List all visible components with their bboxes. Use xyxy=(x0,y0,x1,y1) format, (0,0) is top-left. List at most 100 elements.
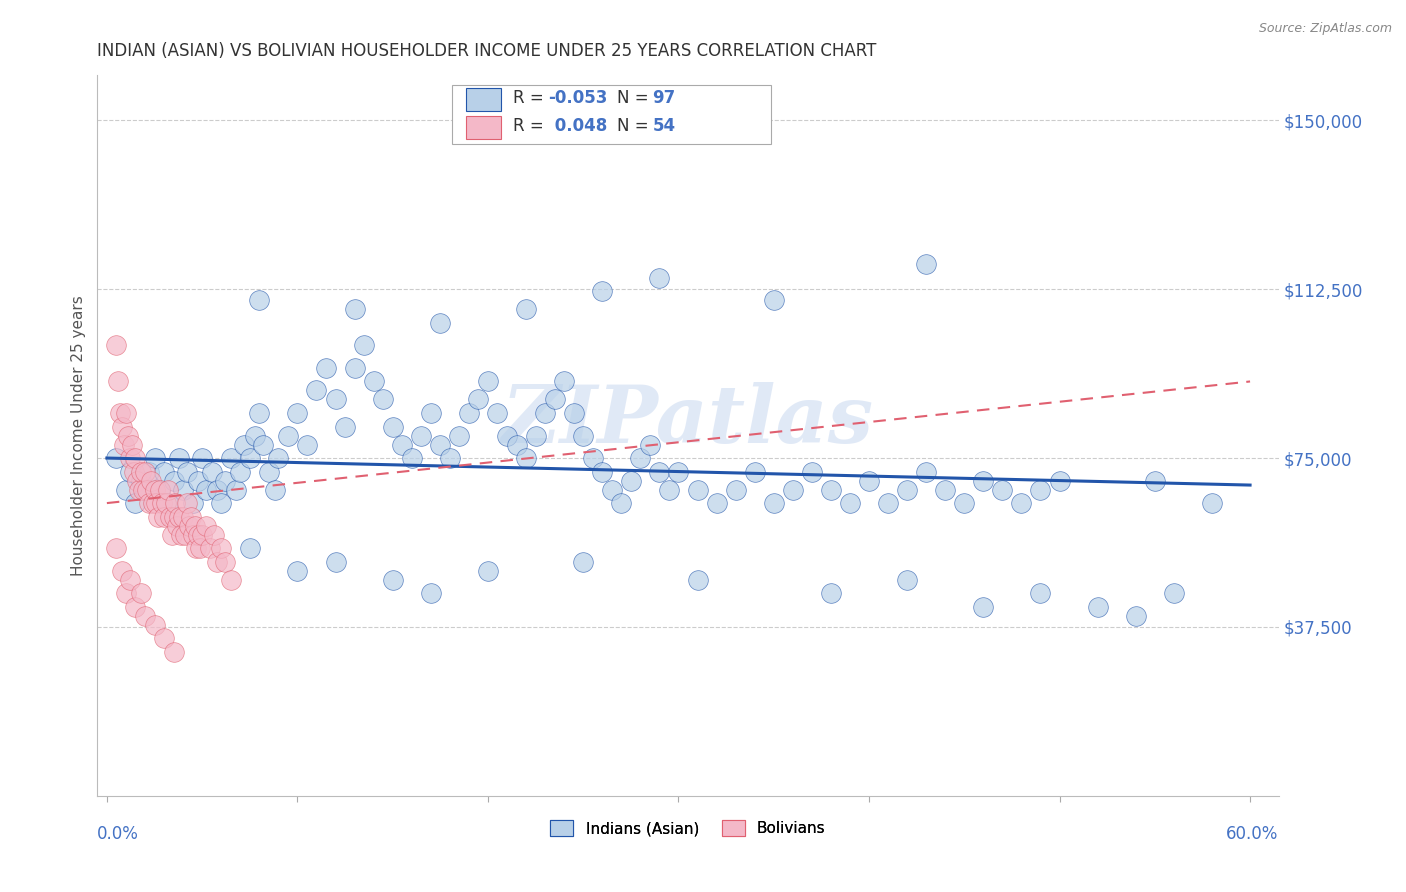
Point xyxy=(401,451,423,466)
Point xyxy=(245,428,267,442)
Point xyxy=(207,555,229,569)
Point xyxy=(165,496,187,510)
Point xyxy=(186,541,208,555)
Point xyxy=(572,555,595,569)
Legend: Indians (Asian), Bolivians: Indians (Asian), Bolivians xyxy=(544,814,832,842)
Point xyxy=(176,496,198,510)
Point xyxy=(534,406,557,420)
Point xyxy=(172,509,194,524)
Point xyxy=(839,496,862,510)
Text: R =: R = xyxy=(513,89,550,107)
Point xyxy=(373,392,395,407)
Text: R =: R = xyxy=(513,117,550,136)
Point xyxy=(128,483,150,497)
Point xyxy=(287,564,309,578)
Point xyxy=(439,451,461,466)
Point xyxy=(1125,608,1147,623)
Point xyxy=(934,483,956,497)
Point xyxy=(129,474,152,488)
Text: Source: ZipAtlas.com: Source: ZipAtlas.com xyxy=(1258,22,1392,36)
Point xyxy=(124,451,146,466)
Point xyxy=(129,465,152,479)
Point xyxy=(105,541,128,555)
Point xyxy=(162,645,184,659)
Point xyxy=(194,518,217,533)
Point xyxy=(429,437,451,451)
Point xyxy=(252,437,274,451)
Point xyxy=(562,406,585,420)
Point xyxy=(150,496,173,510)
Point xyxy=(267,451,290,466)
Point xyxy=(172,483,194,497)
Point xyxy=(143,617,166,632)
Point xyxy=(115,483,138,497)
Point xyxy=(159,509,181,524)
Point xyxy=(214,474,236,488)
Point xyxy=(505,437,527,451)
Point xyxy=(110,406,132,420)
Point xyxy=(381,573,404,587)
Point xyxy=(191,451,214,466)
Point xyxy=(429,316,451,330)
Text: -0.053: -0.053 xyxy=(548,89,607,107)
Point xyxy=(111,564,134,578)
Point xyxy=(118,573,141,587)
Point xyxy=(915,465,938,479)
Point xyxy=(247,293,270,308)
Point xyxy=(138,496,160,510)
Point xyxy=(820,483,842,497)
Point xyxy=(124,496,146,510)
Point xyxy=(162,509,184,524)
Point xyxy=(343,361,366,376)
Point xyxy=(411,428,433,442)
Point xyxy=(188,541,211,555)
Text: ZIPatlas: ZIPatlas xyxy=(502,383,875,460)
Point xyxy=(762,293,785,308)
Point xyxy=(325,392,347,407)
Point xyxy=(169,509,191,524)
Point xyxy=(820,586,842,600)
Point xyxy=(129,586,152,600)
Point xyxy=(112,437,135,451)
Point xyxy=(225,483,247,497)
Point xyxy=(153,631,176,645)
Point xyxy=(155,496,177,510)
Point xyxy=(148,509,170,524)
Point xyxy=(117,428,139,442)
Point xyxy=(628,451,651,466)
Point xyxy=(219,573,242,587)
Point xyxy=(111,419,134,434)
Point xyxy=(668,465,690,479)
Point xyxy=(1029,483,1052,497)
Text: 60.0%: 60.0% xyxy=(1226,825,1278,843)
Point xyxy=(160,527,183,541)
Point xyxy=(457,406,479,420)
Point xyxy=(600,483,623,497)
Point xyxy=(180,509,202,524)
Point xyxy=(706,496,728,510)
Point xyxy=(170,527,193,541)
Point xyxy=(166,518,188,533)
Text: N =: N = xyxy=(617,89,654,107)
Point xyxy=(162,474,184,488)
Point xyxy=(107,375,129,389)
Point xyxy=(207,483,229,497)
Point xyxy=(896,483,918,497)
Point xyxy=(419,406,441,420)
Point xyxy=(202,527,225,541)
Point xyxy=(233,437,256,451)
Point xyxy=(896,573,918,587)
Point xyxy=(121,437,143,451)
Point xyxy=(229,465,252,479)
Point xyxy=(638,437,661,451)
Point xyxy=(149,483,172,497)
Point xyxy=(762,496,785,510)
Point xyxy=(363,375,385,389)
Point xyxy=(122,465,145,479)
Point xyxy=(277,428,299,442)
Point xyxy=(572,428,595,442)
Point xyxy=(972,599,994,614)
Point xyxy=(1201,496,1223,510)
Point xyxy=(800,465,823,479)
Point xyxy=(648,271,671,285)
